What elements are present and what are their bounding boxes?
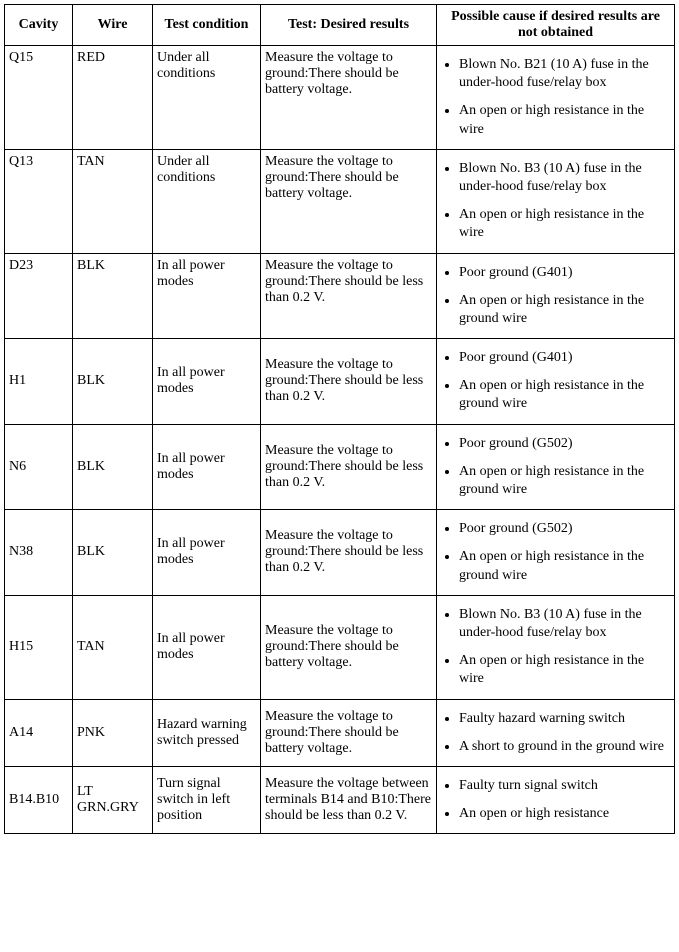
cell-result: Measure the voltage to ground:There shou… xyxy=(261,339,437,425)
cell-condition: In all power modes xyxy=(153,595,261,699)
cause-item: An open or high resistance xyxy=(459,805,670,823)
header-condition: Test condition xyxy=(153,5,261,46)
cell-wire: TAN xyxy=(73,149,153,253)
cell-condition: In all power modes xyxy=(153,424,261,510)
cell-cause: Blown No. B3 (10 A) fuse in the under-ho… xyxy=(437,595,675,699)
header-cause: Possible cause if desired results are no… xyxy=(437,5,675,46)
cell-cause: Faulty turn signal switch An open or high… xyxy=(437,766,675,833)
cell-cause: Blown No. B21 (10 A) fuse in the under-h… xyxy=(437,46,675,150)
cause-item: An open or high resistance in the wire xyxy=(459,652,670,688)
cell-result: Measure the voltage to ground:There shou… xyxy=(261,149,437,253)
cause-list: Faulty hazard warning switch A short to g… xyxy=(441,710,670,756)
cell-wire: RED xyxy=(73,46,153,150)
cell-condition: In all power modes xyxy=(153,253,261,339)
cause-list: Poor ground (G502) An open or high resist… xyxy=(441,435,670,500)
cause-list: Blown No. B21 (10 A) fuse in the under-h… xyxy=(441,56,670,139)
table-row: N6BLKIn all power modesMeasure the volta… xyxy=(5,424,675,510)
cause-list: Poor ground (G401) An open or high resist… xyxy=(441,349,670,414)
cell-cause: Blown No. B3 (10 A) fuse in the under-ho… xyxy=(437,149,675,253)
cause-item: An open or high resistance in the wire xyxy=(459,206,670,242)
cell-wire: BLK xyxy=(73,339,153,425)
cell-cause: Faulty hazard warning switch A short to g… xyxy=(437,699,675,766)
cause-item: An open or high resistance in the ground… xyxy=(459,292,670,328)
cell-condition: In all power modes xyxy=(153,510,261,596)
table-row: B14.B10LT GRN.GRYTurn signal switch in l… xyxy=(5,766,675,833)
cell-cause: Poor ground (G401) An open or high resist… xyxy=(437,253,675,339)
cell-result: Measure the voltage to ground:There shou… xyxy=(261,595,437,699)
table-header-row: Cavity Wire Test condition Test: Desired… xyxy=(5,5,675,46)
cause-item: An open or high resistance in the ground… xyxy=(459,377,670,413)
cell-result: Measure the voltage to ground:There shou… xyxy=(261,699,437,766)
cell-cause: Poor ground (G502) An open or high resist… xyxy=(437,424,675,510)
cell-result: Measure the voltage to ground:There shou… xyxy=(261,46,437,150)
cell-wire: PNK xyxy=(73,699,153,766)
table-row: Q13TANUnder all conditionsMeasure the vo… xyxy=(5,149,675,253)
cause-item: An open or high resistance in the ground… xyxy=(459,548,670,584)
cell-cavity: Q15 xyxy=(5,46,73,150)
cause-list: Faulty turn signal switch An open or high… xyxy=(441,777,670,823)
table-row: A14PNKHazard warning switch pressedMeasu… xyxy=(5,699,675,766)
cause-item: Poor ground (G401) xyxy=(459,264,670,282)
table-row: Q15REDUnder all conditionsMeasure the vo… xyxy=(5,46,675,150)
cell-wire: LT GRN.GRY xyxy=(73,766,153,833)
cell-wire: TAN xyxy=(73,595,153,699)
cell-condition: Hazard warning switch pressed xyxy=(153,699,261,766)
cause-item: Faulty hazard warning switch xyxy=(459,710,670,728)
diagnostic-table: Cavity Wire Test condition Test: Desired… xyxy=(4,4,675,834)
table-row: H1BLKIn all power modesMeasure the volta… xyxy=(5,339,675,425)
cause-item: An open or high resistance in the ground… xyxy=(459,463,670,499)
cause-item: Blown No. B3 (10 A) fuse in the under-ho… xyxy=(459,160,670,196)
cell-cavity: B14.B10 xyxy=(5,766,73,833)
cause-list: Blown No. B3 (10 A) fuse in the under-ho… xyxy=(441,160,670,243)
cause-list: Poor ground (G401) An open or high resist… xyxy=(441,264,670,329)
cell-cavity: Q13 xyxy=(5,149,73,253)
cell-wire: BLK xyxy=(73,253,153,339)
table-row: H15TANIn all power modesMeasure the volt… xyxy=(5,595,675,699)
cause-item: Blown No. B21 (10 A) fuse in the under-h… xyxy=(459,56,670,92)
cell-result: Measure the voltage between terminals B1… xyxy=(261,766,437,833)
cause-item: An open or high resistance in the wire xyxy=(459,102,670,138)
table-row: N38BLKIn all power modesMeasure the volt… xyxy=(5,510,675,596)
cell-cavity: A14 xyxy=(5,699,73,766)
cell-result: Measure the voltage to ground:There shou… xyxy=(261,424,437,510)
cause-list: Poor ground (G502) An open or high resist… xyxy=(441,520,670,585)
cell-result: Measure the voltage to ground:There shou… xyxy=(261,510,437,596)
cell-cavity: N38 xyxy=(5,510,73,596)
cause-item: Poor ground (G401) xyxy=(459,349,670,367)
cell-cause: Poor ground (G401) An open or high resist… xyxy=(437,339,675,425)
cell-condition: In all power modes xyxy=(153,339,261,425)
cause-item: Blown No. B3 (10 A) fuse in the under-ho… xyxy=(459,606,670,642)
cell-cavity: H1 xyxy=(5,339,73,425)
cell-wire: BLK xyxy=(73,424,153,510)
cause-list: Blown No. B3 (10 A) fuse in the under-ho… xyxy=(441,606,670,689)
cause-item: A short to ground in the ground wire xyxy=(459,738,670,756)
cell-condition: Turn signal switch in left position xyxy=(153,766,261,833)
header-wire: Wire xyxy=(73,5,153,46)
cell-cavity: H15 xyxy=(5,595,73,699)
cell-condition: Under all conditions xyxy=(153,46,261,150)
cell-cavity: N6 xyxy=(5,424,73,510)
cause-item: Poor ground (G502) xyxy=(459,520,670,538)
cell-result: Measure the voltage to ground:There shou… xyxy=(261,253,437,339)
table-row: D23BLKIn all power modesMeasure the volt… xyxy=(5,253,675,339)
cause-item: Poor ground (G502) xyxy=(459,435,670,453)
cause-item: Faulty turn signal switch xyxy=(459,777,670,795)
cell-condition: Under all conditions xyxy=(153,149,261,253)
header-result: Test: Desired results xyxy=(261,5,437,46)
cell-cavity: D23 xyxy=(5,253,73,339)
header-cavity: Cavity xyxy=(5,5,73,46)
cell-wire: BLK xyxy=(73,510,153,596)
cell-cause: Poor ground (G502) An open or high resist… xyxy=(437,510,675,596)
